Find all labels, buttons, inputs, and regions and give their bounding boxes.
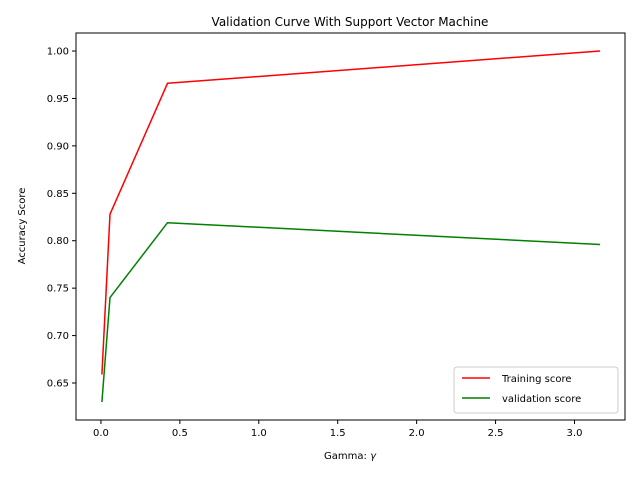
series-layer [101, 50, 601, 403]
y-axis-label: Accuracy Score [17, 188, 28, 265]
series-line-validation [101, 221, 601, 403]
x-axis-ticks: 0.0 0.5 1.0 1.5 2.0 2.5 3.0 [93, 420, 582, 439]
x-tick-label: 1.5 [330, 428, 346, 439]
y-tick-label: 0.75 [47, 284, 69, 295]
y-tick-label: 0.90 [47, 141, 69, 152]
legend-label-validation: validation score [502, 394, 581, 405]
legend: Training score validation score [453, 366, 619, 414]
x-tick-label: 0.5 [172, 428, 188, 439]
x-tick-label: 0.0 [93, 428, 109, 439]
x-tick-label: 2.0 [409, 428, 425, 439]
x-axis-label: Gamma: γ [324, 451, 377, 462]
y-tick-label: 0.65 [47, 379, 69, 390]
legend-box [453, 366, 619, 414]
y-tick-label: 1.00 [47, 47, 69, 58]
x-axis-label-text: Gamma: [324, 451, 370, 462]
y-tick-label: 0.85 [47, 189, 69, 200]
plot-frame [75, 32, 626, 421]
chart-title: Validation Curve With Support Vector Mac… [212, 15, 489, 29]
series-line-training [101, 50, 601, 375]
y-tick-label: 0.70 [47, 331, 69, 342]
x-tick-label: 1.0 [251, 428, 267, 439]
y-tick-label: 0.95 [47, 94, 69, 105]
y-axis-ticks: 0.65 0.70 0.75 0.80 0.85 0.90 0.95 1.00 [47, 47, 76, 390]
x-tick-label: 3.0 [567, 428, 583, 439]
x-axis-label-symbol: γ [370, 451, 377, 462]
legend-label-training: Training score [501, 374, 572, 385]
x-tick-label: 2.5 [488, 428, 504, 439]
y-tick-label: 0.80 [47, 236, 69, 247]
